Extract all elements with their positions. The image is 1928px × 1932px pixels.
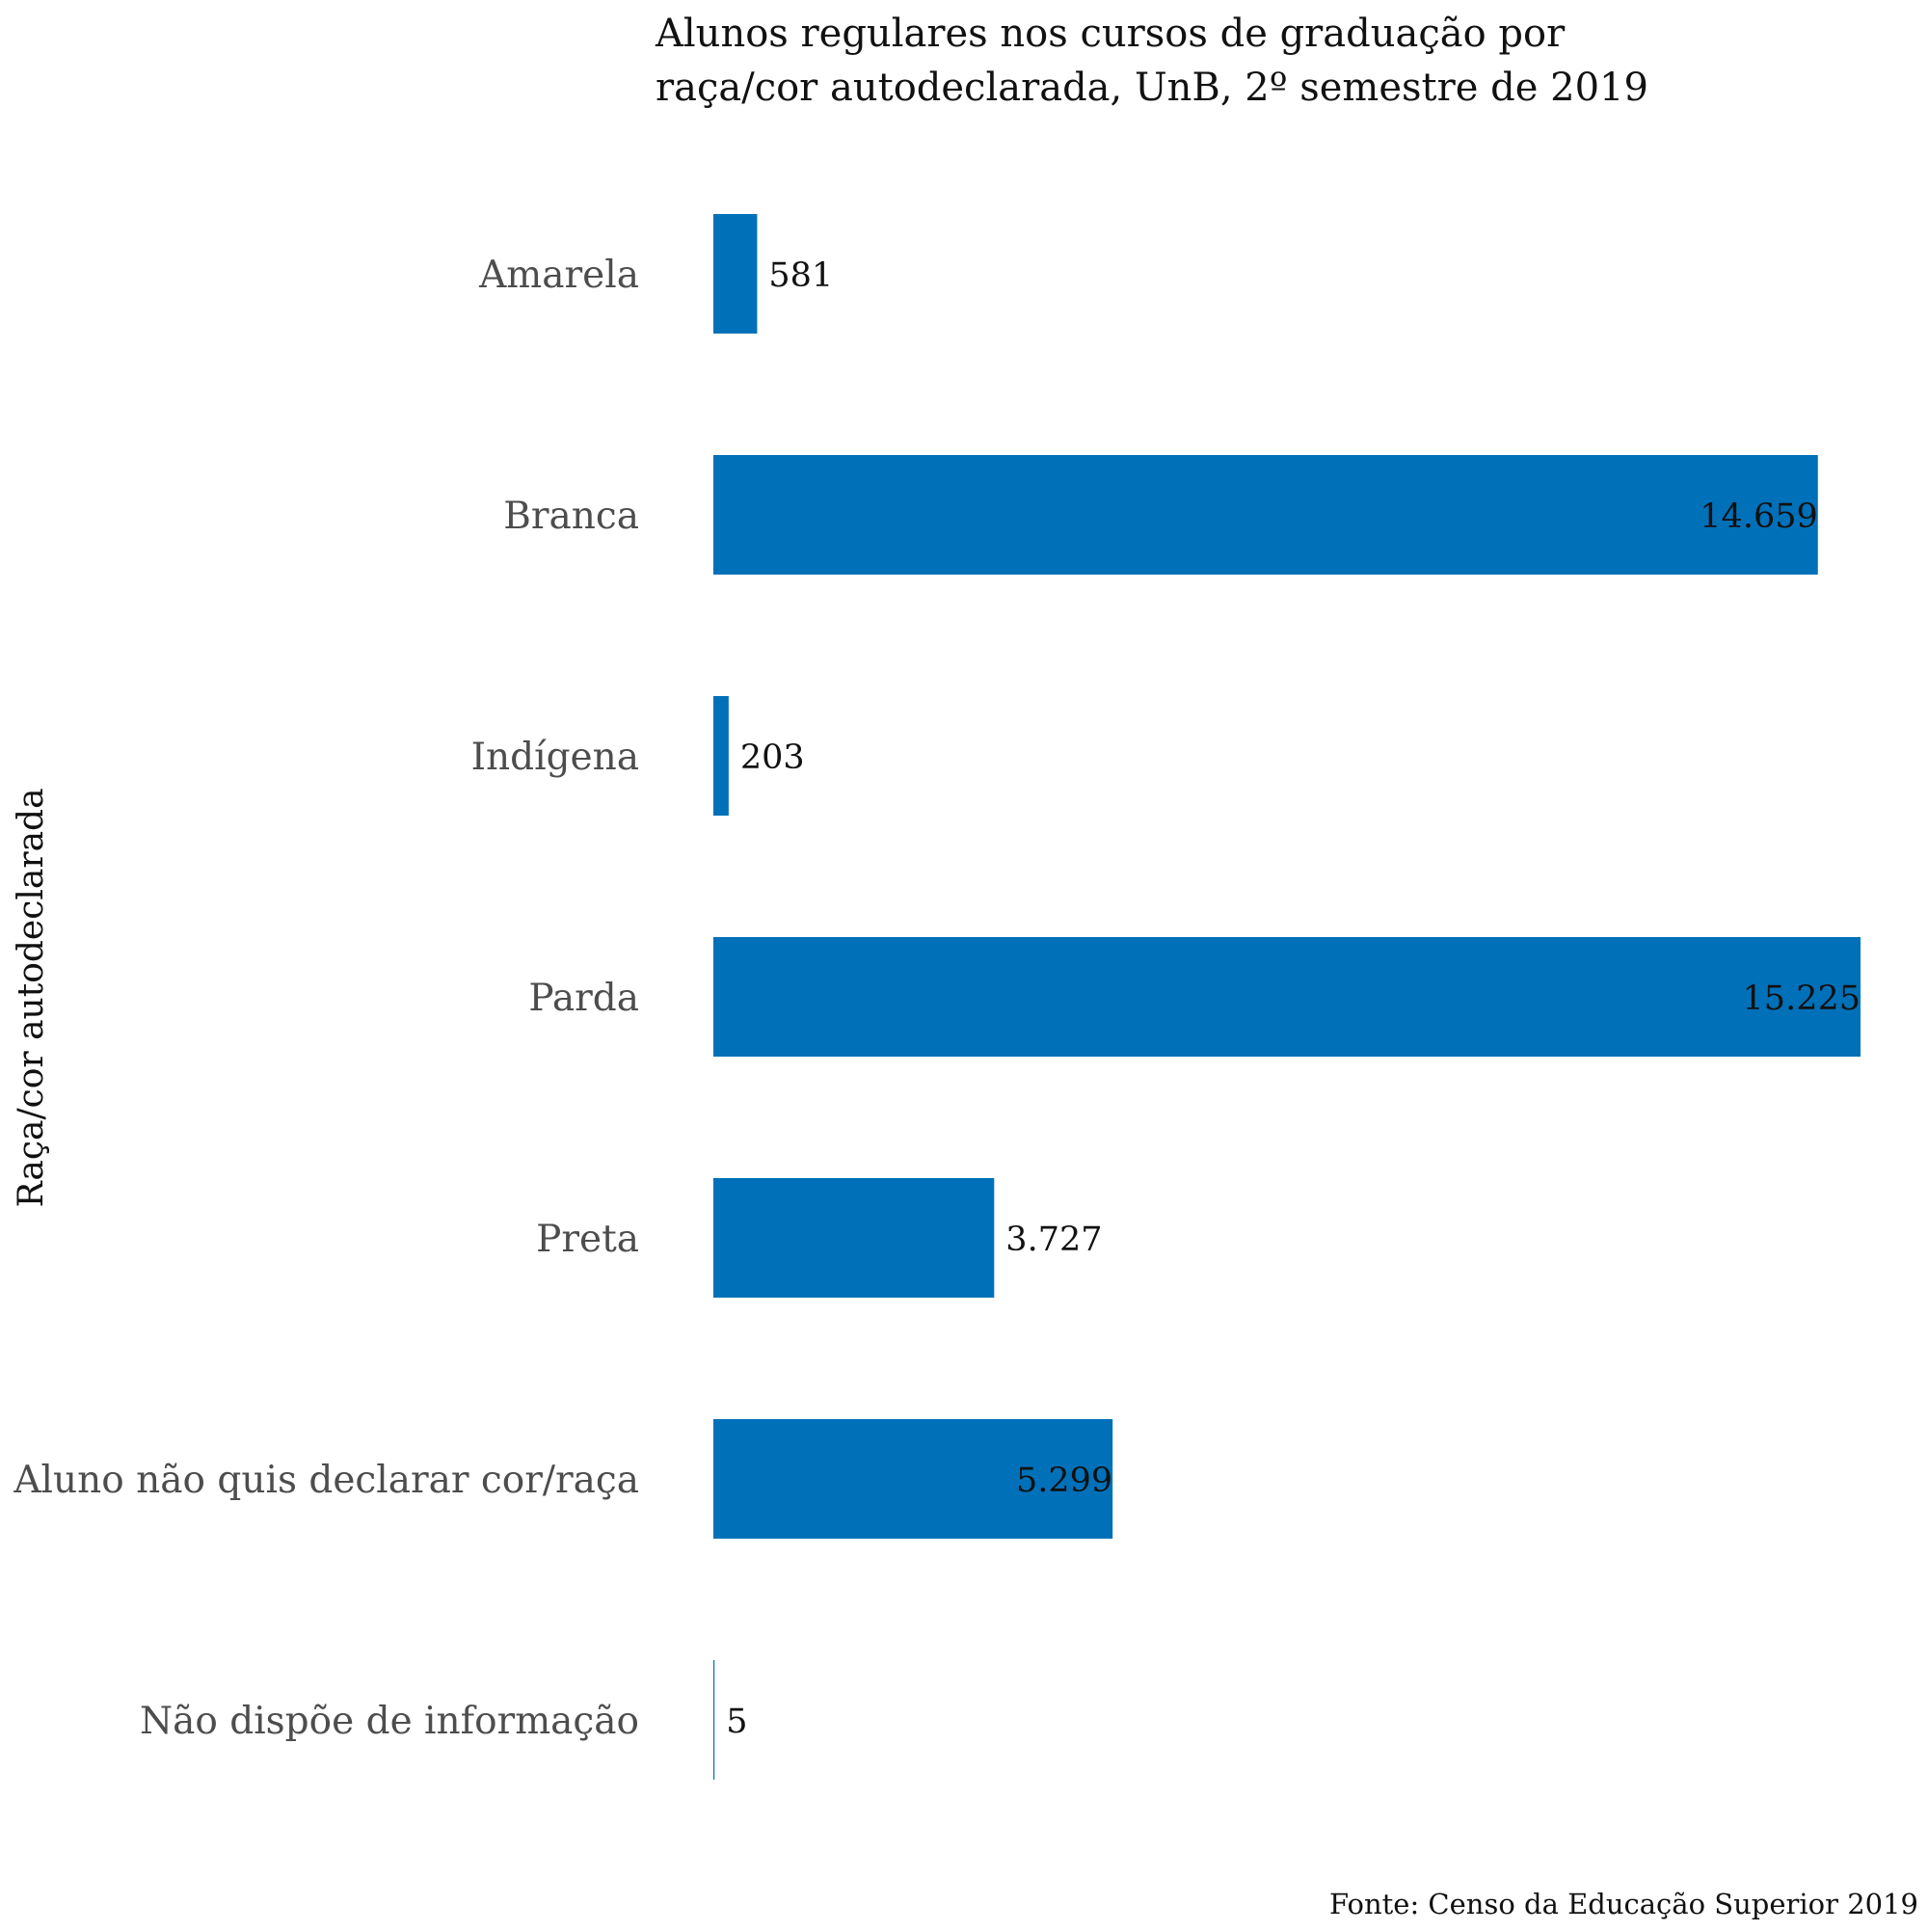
bar-5 — [713, 1419, 1113, 1539]
value-label-1: 14.659 — [1700, 497, 1817, 536]
category-label-2: Indígena — [471, 736, 639, 779]
chart-title-line-1: Alunos regulares nos cursos de graduação… — [655, 12, 1566, 56]
chart-title-line-2: raça/cor autodeclarada, UnB, 2º semestre… — [656, 66, 1648, 110]
value-labels: 581 14.659 203 15.225 3.727 5.299 5 — [726, 256, 1861, 1741]
bars — [713, 214, 1861, 1780]
bar-0 — [713, 214, 758, 334]
value-label-2: 203 — [740, 738, 805, 777]
category-labels: Amarela Branca Indígena Parda Preta Aluno não… — [13, 254, 639, 1743]
bar-1 — [713, 455, 1818, 575]
bar-4 — [713, 1178, 995, 1298]
category-label-6: Não dispõe de informação — [140, 1700, 639, 1743]
value-label-4: 3.727 — [1005, 1221, 1102, 1259]
value-label-5: 5.299 — [1016, 1462, 1112, 1500]
category-label-5: Aluno não quis declarar cor/raça — [13, 1459, 639, 1502]
category-label-1: Branca — [503, 495, 639, 538]
value-label-0: 581 — [768, 256, 833, 295]
value-label-6: 5 — [726, 1703, 747, 1741]
category-label-3: Parda — [528, 977, 639, 1020]
category-label-0: Amarela — [478, 254, 639, 297]
chart-title: Alunos regulares nos cursos de graduação… — [655, 12, 1648, 110]
bar-2 — [713, 696, 729, 816]
source-caption: Fonte: Censo da Educação Superior 2019 — [1329, 1888, 1918, 1920]
y-axis-title: Raça/cor autodeclarada — [12, 788, 51, 1207]
bar-6 — [713, 1660, 715, 1780]
bar-3 — [713, 937, 1861, 1057]
category-label-4: Preta — [536, 1218, 639, 1261]
value-label-3: 15.225 — [1743, 979, 1861, 1018]
